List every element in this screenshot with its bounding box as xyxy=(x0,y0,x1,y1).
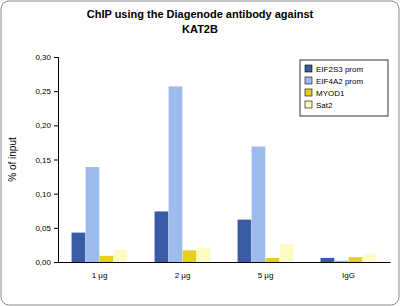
legend-swatch xyxy=(305,77,312,84)
legend-item: EIF2S3 prom xyxy=(305,65,363,74)
x-tick: 5 µg xyxy=(258,262,274,280)
y-tick-mark xyxy=(54,57,58,58)
y-tick-label: 0,00 xyxy=(35,258,51,267)
y-tick: 0,25 xyxy=(35,87,58,96)
chart-border xyxy=(1,1,399,305)
bar xyxy=(169,86,183,262)
y-tick-mark xyxy=(54,91,58,92)
bar xyxy=(72,233,86,262)
legend-label: Sat2 xyxy=(316,101,333,110)
x-axis: 1 µg 2 µg 5 µg IgG xyxy=(59,262,391,280)
y-tick-label: 0,25 xyxy=(35,87,51,96)
x-tick-label: 2 µg xyxy=(175,271,191,280)
bar xyxy=(321,258,335,262)
y-tick-mark xyxy=(54,262,58,263)
bar xyxy=(100,256,114,262)
y-tick: 0,00 xyxy=(35,258,58,267)
bar xyxy=(183,250,197,262)
bar xyxy=(155,211,169,262)
x-tick-label: 5 µg xyxy=(258,271,274,280)
legend-swatch xyxy=(305,101,312,108)
bar xyxy=(266,258,280,262)
chart: ChIP using the Diagenode antibody agains… xyxy=(0,0,400,306)
y-tick-label: 0,20 xyxy=(35,121,51,130)
bar xyxy=(197,248,211,262)
y-tick-label: 0,10 xyxy=(35,190,51,199)
y-tick: 0,05 xyxy=(35,224,58,233)
y-axis-title: % of input xyxy=(7,137,18,182)
x-tick: 2 µg xyxy=(175,262,191,280)
title-line: KAT2B xyxy=(182,23,218,35)
bar xyxy=(114,250,128,262)
bar xyxy=(252,147,266,262)
bar xyxy=(280,244,294,262)
bar xyxy=(349,257,363,262)
y-tick-mark xyxy=(54,160,58,161)
legend-box xyxy=(300,60,388,116)
y-tick-label: 0,15 xyxy=(35,156,51,165)
y-tick: 0,10 xyxy=(35,190,58,199)
legend: EIF2S3 prom EIF4A2 prom MYOD1 Sat2 xyxy=(300,60,388,116)
legend-item: EIF4A2 prom xyxy=(305,77,363,86)
y-axis: 0,00 0,05 0,10 0,15 0,20 0,25 0,30 xyxy=(35,53,58,267)
y-tick-label: 0,05 xyxy=(35,224,51,233)
y-tick-label: 0,30 xyxy=(35,53,51,62)
legend-label: EIF2S3 prom xyxy=(316,65,363,74)
x-tick: IgG xyxy=(342,262,355,280)
legend-label: EIF4A2 prom xyxy=(316,77,363,86)
y-axis-line xyxy=(54,58,59,263)
y-tick-mark xyxy=(54,228,58,229)
y-tick-mark xyxy=(54,194,58,195)
y-tick: 0,30 xyxy=(35,53,58,62)
y-tick: 0,20 xyxy=(35,121,58,130)
title-line: ChIP using the Diagenode antibody agains… xyxy=(87,8,314,20)
legend-swatch xyxy=(305,65,312,72)
legend-label: MYOD1 xyxy=(316,89,345,98)
bar xyxy=(335,261,349,262)
legend-item: MYOD1 xyxy=(305,89,345,98)
legend-swatch xyxy=(305,89,312,96)
x-tick-label: 1 µg xyxy=(92,271,108,280)
y-tick-mark xyxy=(54,125,58,126)
x-tick: 1 µg xyxy=(92,262,108,280)
x-axis-line xyxy=(59,262,391,263)
title: ChIP using the Diagenode antibody agains… xyxy=(87,8,314,35)
bar xyxy=(86,167,100,262)
x-tick-label: IgG xyxy=(342,271,355,280)
bar xyxy=(363,254,377,262)
y-tick: 0,15 xyxy=(35,156,58,165)
bar xyxy=(238,220,252,262)
legend-item: Sat2 xyxy=(305,101,333,110)
